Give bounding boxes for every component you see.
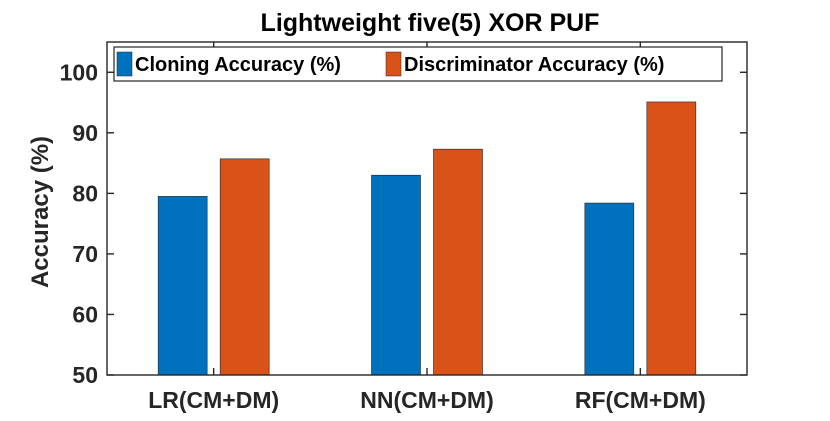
x-tick-label: LR(CM+DM) bbox=[148, 387, 279, 413]
legend-label-cloning: Cloning Accuracy (%) bbox=[135, 54, 341, 76]
legend-box bbox=[113, 46, 723, 82]
y-tick-label: 80 bbox=[72, 180, 98, 206]
axes-group: 50 60 70 80 90 100 LR(CM+DM) NN(CM+DM) RF(CM+DM) bbox=[60, 41, 748, 413]
bar-discriminator-2 bbox=[433, 148, 483, 376]
bar-discriminator-1 bbox=[219, 158, 270, 376]
bar-discriminator-3 bbox=[646, 101, 697, 376]
x-tick-label: NN(CM+DM) bbox=[360, 387, 494, 413]
y-tick-label: 100 bbox=[60, 59, 98, 85]
legend-label-discriminator: Discriminator Accuracy (%) bbox=[404, 54, 664, 76]
y-tick-label: 70 bbox=[72, 241, 98, 267]
legend-swatch-cloning bbox=[116, 51, 133, 77]
bar-cloning-2 bbox=[371, 174, 421, 376]
bars-group bbox=[157, 101, 697, 376]
y-axis-label: Accuracy (%) bbox=[27, 136, 54, 288]
bar-cloning-3 bbox=[584, 202, 635, 376]
chart-title: Lightweight five(5) XOR PUF bbox=[261, 9, 600, 37]
legend: Cloning Accuracy (%) Discriminator Accura… bbox=[113, 46, 723, 82]
y-tick-label: 50 bbox=[72, 362, 98, 388]
bar-cloning-1 bbox=[157, 196, 208, 376]
x-tick-label: RF(CM+DM) bbox=[575, 387, 706, 413]
y-tick-label: 90 bbox=[72, 120, 98, 146]
legend-swatch-discriminator bbox=[385, 51, 402, 77]
y-tick-label: 60 bbox=[72, 301, 98, 327]
